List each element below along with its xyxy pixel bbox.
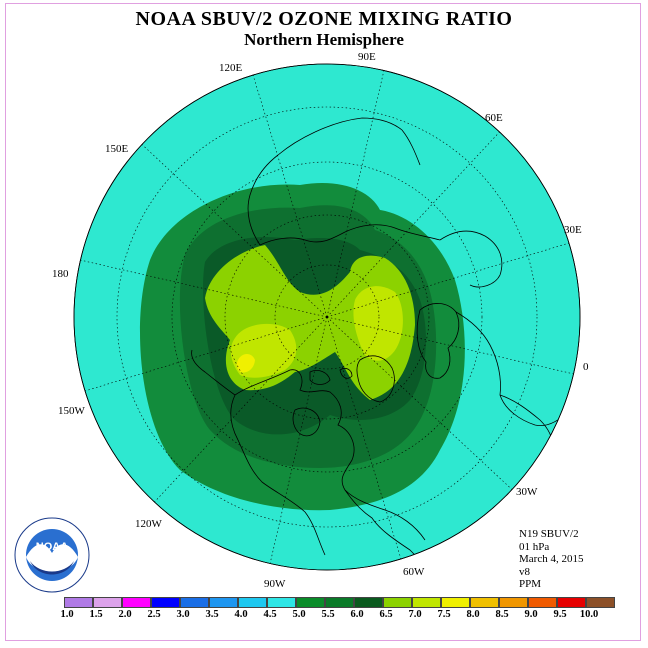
- legend-swatch: [528, 597, 557, 608]
- legend-tick-label: 9.5: [553, 609, 567, 620]
- legend-tick-label: 3.0: [176, 609, 190, 620]
- legend-tick-label: 2.0: [118, 609, 132, 620]
- legend-swatch: [267, 597, 296, 608]
- legend-tick-label: 4.5: [263, 609, 277, 620]
- legend-tick-label: 5.0: [292, 609, 306, 620]
- info-level: 01 hPa: [519, 540, 550, 553]
- legend-tick-label: 1.0: [60, 609, 74, 620]
- info-units: PPM: [519, 578, 542, 590]
- legend-tick-label: 6.0: [350, 609, 364, 620]
- legend-swatch: [412, 597, 441, 608]
- legend-tick-label: 6.5: [379, 609, 393, 620]
- legend-tick-label: 4.0: [234, 609, 248, 620]
- legend-swatch: [93, 597, 122, 608]
- legend-tick-label: 3.5: [205, 609, 219, 620]
- legend-tick-label: 5.5: [321, 609, 335, 620]
- info-version: v8: [519, 565, 530, 578]
- legend-swatch: [180, 597, 209, 608]
- legend-tick-label: 8.5: [495, 609, 509, 620]
- info-date: March 4, 2015: [519, 553, 584, 565]
- lon-label-120w: 120W: [135, 518, 162, 530]
- legend-tick-label: 1.5: [89, 609, 103, 620]
- legend-swatch: [122, 597, 151, 608]
- legend-swatch: [383, 597, 412, 608]
- legend-tick-label: 10.0: [579, 609, 599, 620]
- legend-swatch: [499, 597, 528, 608]
- coastlines: [191, 117, 571, 570]
- noaa-logo: NOAA: [14, 517, 90, 593]
- legend-swatch: [238, 597, 267, 608]
- legend-swatch: [209, 597, 238, 608]
- legend-tick-label: 7.5: [437, 609, 451, 620]
- legend-tick-label: 8.0: [466, 609, 480, 620]
- lon-label-30e: 30E: [564, 224, 582, 236]
- map-subtitle: Northern Hemisphere: [244, 30, 404, 49]
- contour-band-7-0: [230, 286, 403, 378]
- legend-swatch: [354, 597, 383, 608]
- info-instrument: N19 SBUV/2: [519, 528, 579, 540]
- lon-label-120e: 120E: [219, 62, 243, 74]
- page-frame: [5, 3, 641, 641]
- info-block: N19 SBUV/2 01 hPa March 4, 2015 v8 PPM: [519, 528, 583, 591]
- legend-swatch: [441, 597, 470, 608]
- lon-label-60w: 60W: [403, 566, 425, 578]
- legend-swatch: [325, 597, 354, 608]
- legend-swatch: [557, 597, 586, 608]
- map-title: NOAA SBUV/2 OZONE MIXING RATIO: [135, 8, 513, 30]
- lon-label-150e: 150E: [105, 143, 129, 155]
- legend-swatch: [470, 597, 499, 608]
- lon-label-0: 0: [583, 361, 589, 373]
- lon-label-90e: 90E: [358, 51, 376, 63]
- lon-label-60e: 60E: [485, 112, 503, 124]
- logo-text: NOAA: [36, 541, 68, 553]
- contour-band-7-5: [236, 354, 255, 373]
- legend-swatch: [296, 597, 325, 608]
- legend-tick-label: 9.0: [524, 609, 538, 620]
- legend-swatch: [586, 597, 615, 608]
- legend-swatch: [64, 597, 93, 608]
- lon-label-90w: 90W: [264, 578, 286, 590]
- legend-tick-label: 7.0: [408, 609, 422, 620]
- legend-swatch: [151, 597, 180, 608]
- lon-label-30w: 30W: [516, 486, 538, 498]
- legend-tick-label: 2.5: [147, 609, 161, 620]
- lon-label-180: 180: [52, 268, 69, 280]
- lon-label-150w: 150W: [58, 405, 85, 417]
- latitude-lines: [116, 106, 538, 528]
